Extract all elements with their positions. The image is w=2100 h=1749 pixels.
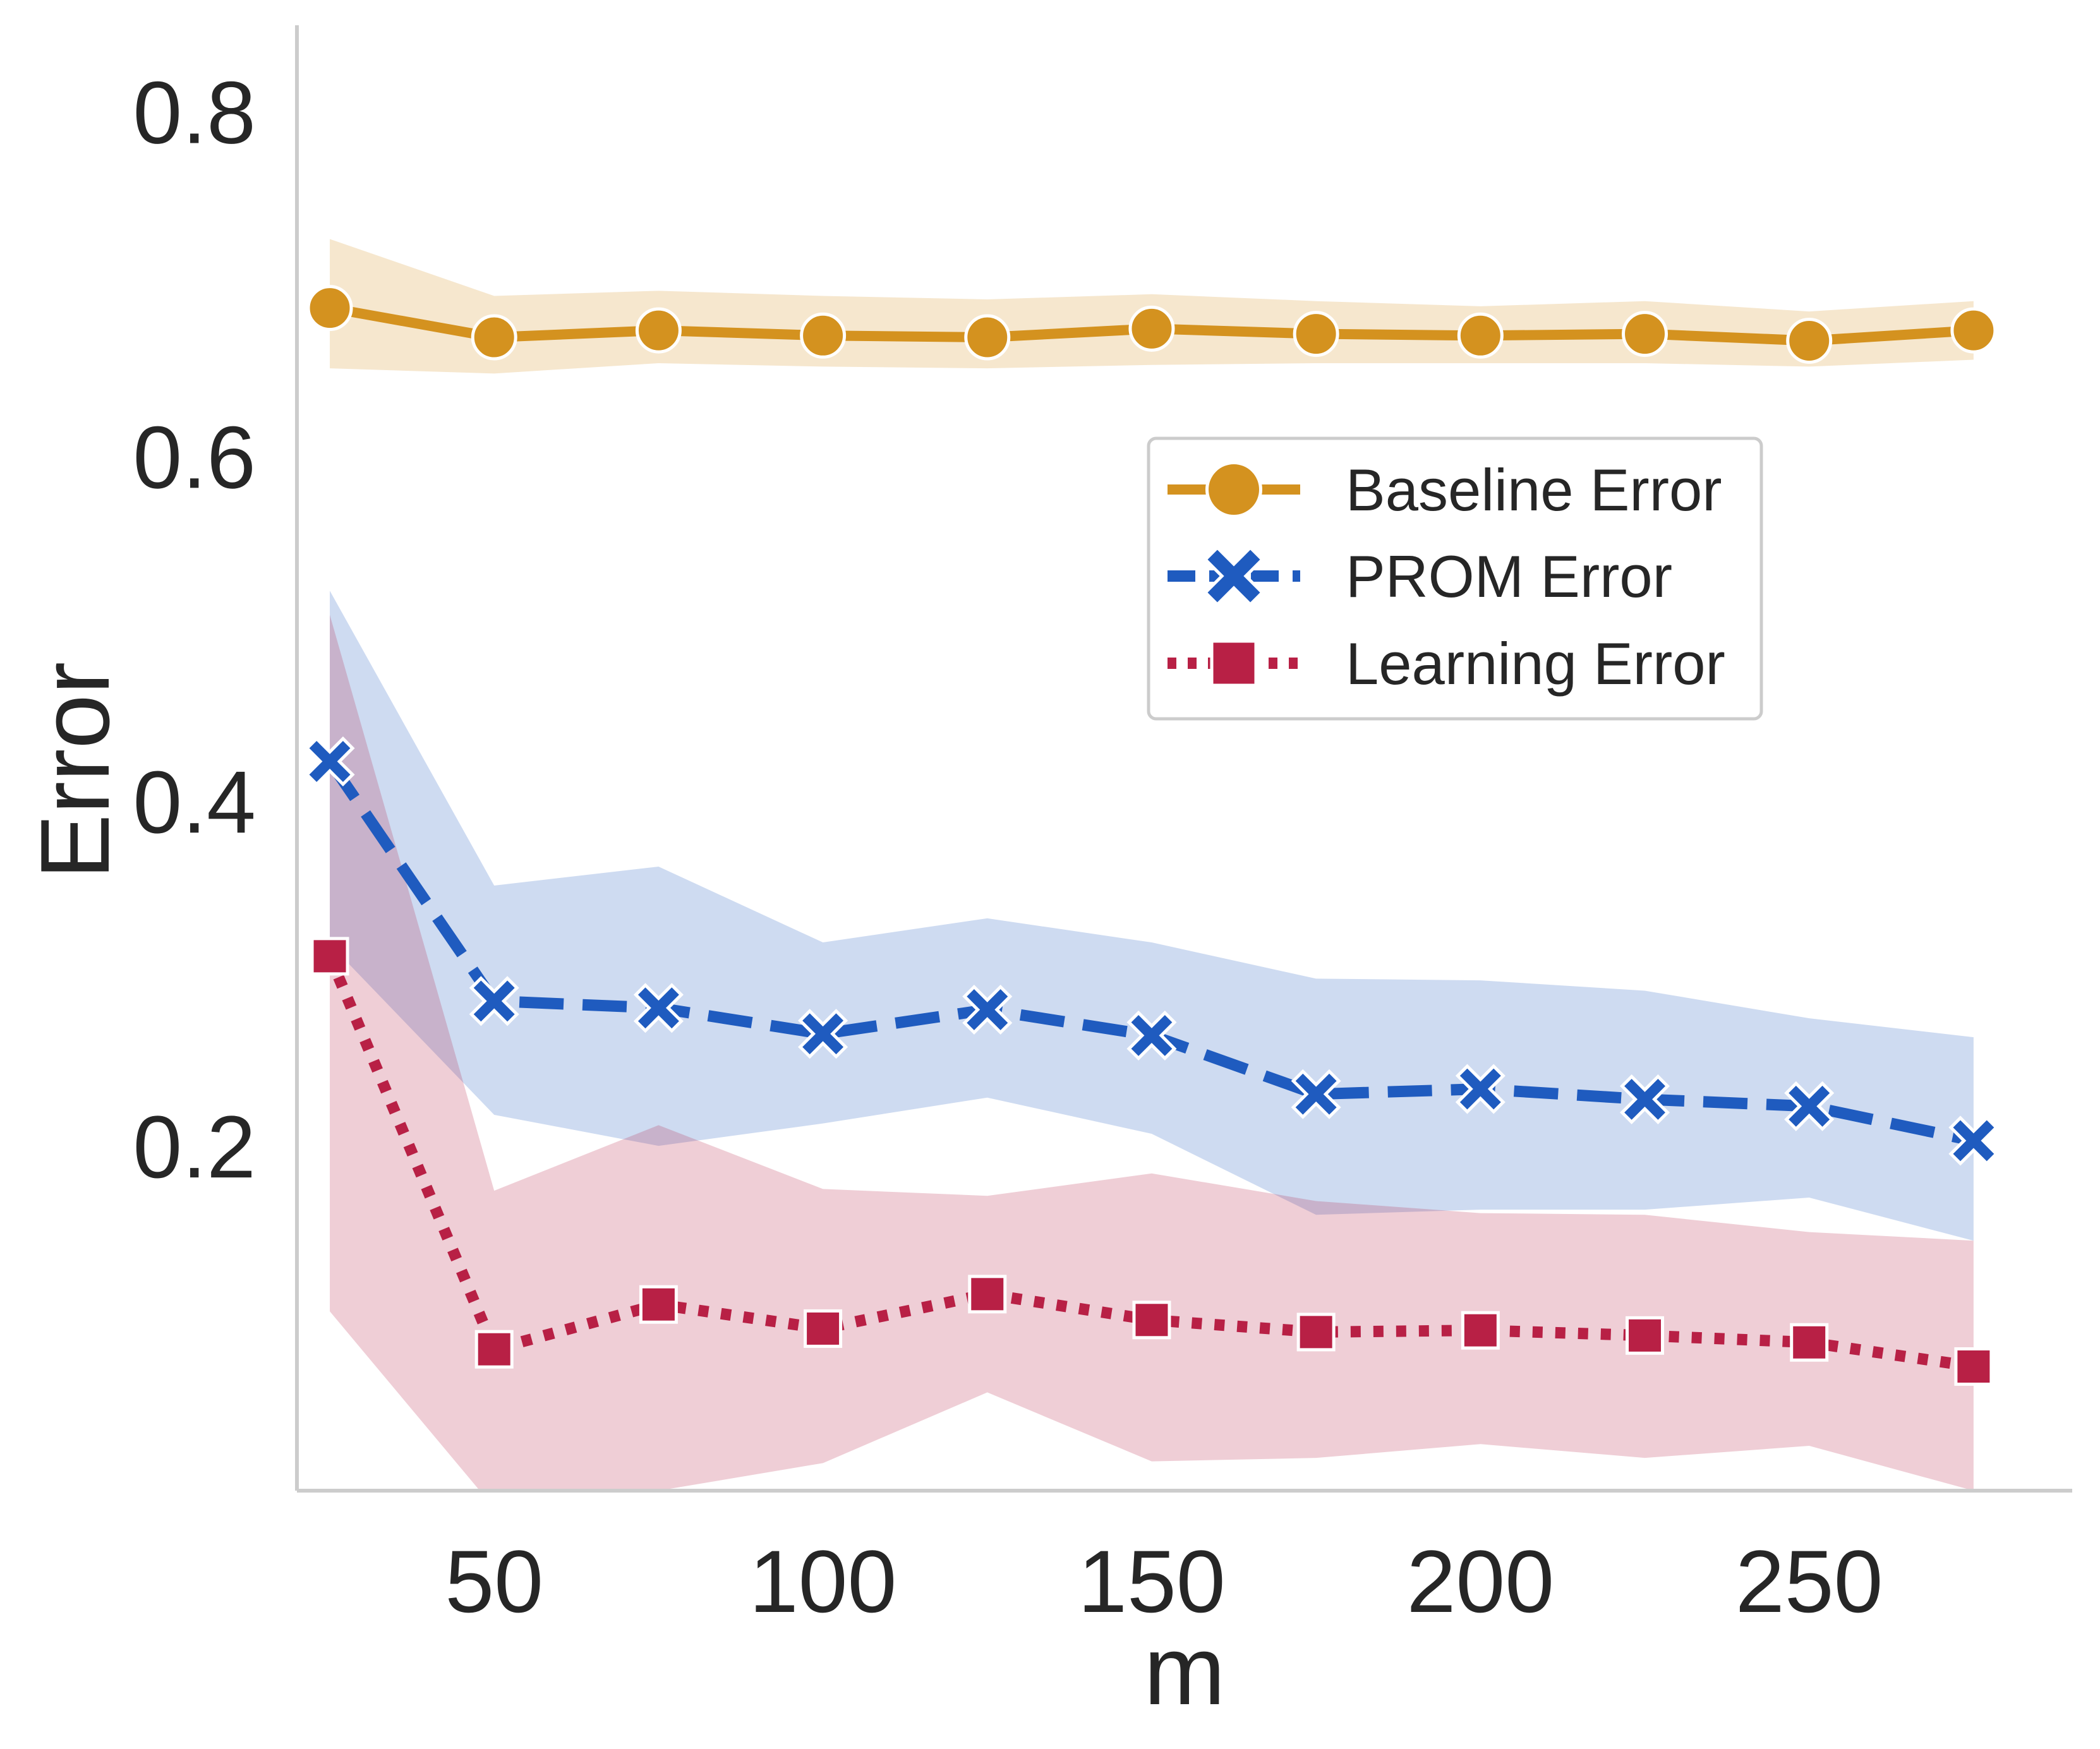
prom-error-point (469, 976, 519, 1026)
baseline-error-point (800, 312, 847, 359)
x-tick-label: 50 (445, 1532, 543, 1631)
learning-error-point (1626, 1316, 1665, 1355)
legend-prom-error-label: PROM Error (1346, 543, 1672, 610)
y-tick-label: 0.8 (133, 63, 256, 162)
x-tick-label: 150 (1078, 1532, 1226, 1631)
x-tick-label: 100 (749, 1532, 897, 1631)
learning-error-band (330, 615, 1974, 1491)
baseline-error-point (1128, 305, 1175, 352)
y-tick-label: 0.2 (133, 1097, 256, 1196)
baseline-error-point (1622, 311, 1669, 358)
learning-error-point (804, 1309, 843, 1348)
x-tick-label: 200 (1407, 1532, 1555, 1631)
y-tick-label: 0.6 (133, 407, 256, 507)
legend: Baseline Error PROM Error Learning Error (1147, 436, 1763, 721)
learning-error-point (1954, 1347, 1993, 1386)
learning-error-point (310, 937, 349, 976)
legend-frame (1147, 436, 1763, 721)
baseline-error-point (635, 307, 682, 354)
legend-learning-error-label: Learning Error (1346, 630, 1725, 697)
learning-error-point (1132, 1301, 1171, 1340)
learning-error-point (1790, 1323, 1829, 1362)
legend-prom-error-marker (1203, 545, 1265, 607)
prom-error-band (330, 591, 1974, 1241)
baseline-error-point (306, 285, 353, 332)
baseline-error-point (964, 314, 1011, 361)
prom-error-point (633, 983, 684, 1033)
prom-error-point (798, 1009, 848, 1059)
baseline-error-point (1950, 307, 1997, 354)
series-markers (305, 285, 1999, 1386)
y-tick-labels: 0.2 0.4 0.6 0.8 (133, 63, 256, 1196)
prom-error-point (1126, 1010, 1177, 1061)
prom-error-point (1291, 1069, 1341, 1119)
baseline-error-point (471, 314, 517, 361)
learning-error-point (1296, 1313, 1336, 1352)
learning-error-point (474, 1330, 514, 1369)
prom-error-point (1455, 1064, 1506, 1114)
y-tick-label: 0.4 (133, 752, 256, 851)
learning-error-point (968, 1275, 1007, 1314)
prom-error-point (1784, 1081, 1835, 1131)
prom-error-point (1619, 1074, 1670, 1124)
y-axis-label: Error (20, 662, 130, 879)
learning-error-point (1461, 1311, 1500, 1350)
baseline-error-point (1293, 311, 1339, 358)
prom-error-point (1948, 1115, 1999, 1166)
baseline-error-point (1786, 317, 1833, 364)
legend-baseline-error-marker (1205, 461, 1262, 518)
prom-error-point (305, 736, 355, 786)
legend-learning-error-marker (1210, 639, 1258, 687)
baseline-error-point (1457, 312, 1504, 359)
learning-error-point (639, 1285, 678, 1324)
x-axis-label: m (1144, 1616, 1225, 1725)
x-tick-labels: 50 100 150 200 250 (445, 1532, 1883, 1631)
legend-baseline-error-label: Baseline Error (1346, 457, 1722, 523)
x-tick-label: 250 (1735, 1532, 1883, 1631)
prom-error-point (962, 984, 1013, 1035)
